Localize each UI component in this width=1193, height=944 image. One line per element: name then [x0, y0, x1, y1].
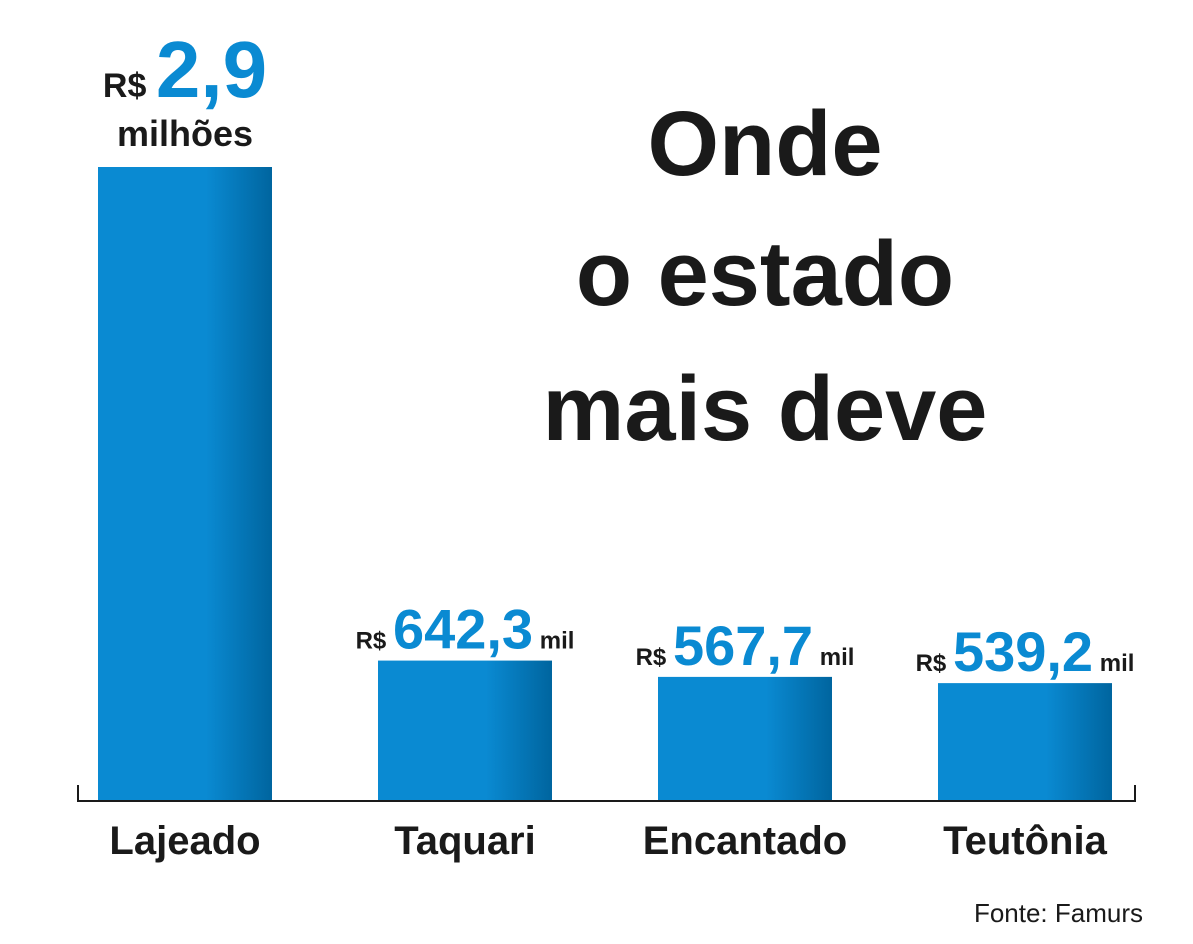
value-label: R$ 567,7 mil: [636, 614, 855, 677]
chart-title-line-2: o estado: [576, 223, 954, 325]
bar-encantado: [658, 676, 832, 801]
value-label: R$ 642,3 mil: [356, 598, 575, 661]
chart-title-line-3: mais deve: [543, 358, 988, 460]
category-label: Taquari: [394, 819, 536, 863]
source-note: Fonte: Famurs: [974, 898, 1143, 928]
bar-taquari: [378, 660, 552, 801]
chart-title-line-1: Onde: [647, 93, 882, 195]
category-label: Lajeado: [109, 819, 260, 863]
value-unit: milhões: [117, 113, 253, 154]
bar-teutônia: [938, 683, 1112, 801]
category-label: Encantado: [643, 819, 847, 863]
bar-lajeado: [98, 167, 272, 801]
value-label: R$ 539,2 mil: [916, 620, 1135, 683]
value-label: R$ 2,9: [103, 25, 267, 114]
category-label: Teutônia: [943, 819, 1107, 863]
x-axis: [77, 785, 1136, 802]
